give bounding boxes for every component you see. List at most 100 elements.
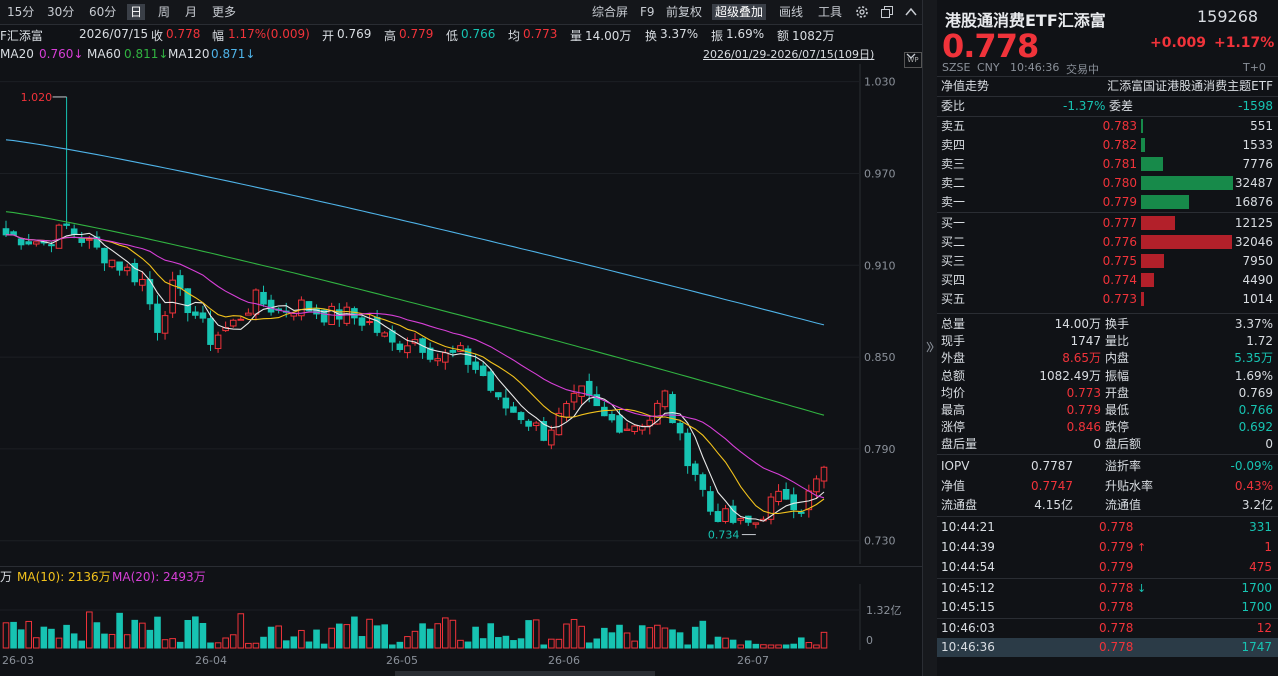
- ask-price[interactable]: 0.781: [1102, 157, 1137, 171]
- volume-bar: [139, 622, 146, 649]
- fund-info-label: 流通盘: [941, 498, 978, 512]
- ask-price[interactable]: 0.782: [1102, 138, 1137, 152]
- ratio-value: -1.37%: [1063, 99, 1106, 113]
- volume-bar: [199, 622, 207, 649]
- stat-label: 最低: [1105, 403, 1130, 417]
- volume-bar: [623, 632, 631, 649]
- period-30min[interactable]: 30分: [47, 5, 75, 19]
- stat-label: 换手: [1105, 317, 1130, 331]
- volume-bar: [540, 644, 548, 649]
- ask-volume-bar: [1141, 157, 1163, 171]
- panel-divider[interactable]: [922, 0, 938, 676]
- bid-price[interactable]: 0.773: [1102, 292, 1137, 306]
- super-overlay-button[interactable]: 超级叠加: [712, 4, 767, 20]
- ask-level-row[interactable]: 卖五 0.783 551: [941, 117, 1273, 136]
- candle-body: [78, 238, 86, 243]
- low-value: 0.766: [461, 27, 496, 41]
- range-label: 幅: [212, 29, 225, 43]
- volume-bar: [176, 641, 184, 649]
- security-short-name: F汇添富: [0, 29, 43, 43]
- period-15min[interactable]: 15分: [7, 5, 35, 19]
- bid-level-row[interactable]: 买三 0.775 7950: [941, 252, 1273, 271]
- tick-price: 0.778: [1099, 581, 1134, 595]
- ask-level-row[interactable]: 卖三 0.781 7776: [941, 155, 1273, 174]
- volume-chart[interactable]: 1.32亿 0: [0, 584, 922, 650]
- period-week[interactable]: 周: [158, 5, 171, 19]
- nav-trend-label[interactable]: 净值走势: [941, 79, 990, 93]
- volume-bar: [93, 622, 101, 649]
- bid-level-row[interactable]: 买五 0.773 1014: [941, 290, 1273, 309]
- horizontal-scrollbar[interactable]: [395, 671, 655, 676]
- gear-icon[interactable]: [854, 4, 870, 20]
- volume-bar: [426, 628, 434, 649]
- period-month[interactable]: 月: [185, 5, 198, 19]
- forward-adjust-button[interactable]: 前复权: [666, 5, 703, 19]
- nav-trend-row[interactable]: 净值走势 汇添富国证港股通消费主题ETF: [941, 77, 1273, 96]
- candle-body: [146, 278, 154, 305]
- ask-level-row[interactable]: 卖四 0.782 1533: [941, 136, 1273, 155]
- volume-bar: [290, 636, 298, 649]
- volume-bar: [2, 622, 10, 649]
- volume-bar: [131, 619, 139, 649]
- volume-bar: [116, 612, 123, 649]
- bid-volume-bar: [1141, 292, 1144, 306]
- stat-value: 14.00万: [1054, 317, 1101, 331]
- ask-price[interactable]: 0.780: [1102, 176, 1137, 190]
- period-60min[interactable]: 60分: [89, 5, 117, 19]
- candle-body: [260, 291, 267, 305]
- volume-bar: [517, 638, 525, 649]
- volume-bar: [548, 638, 555, 649]
- candle-body: [797, 511, 805, 514]
- candle-body: [616, 415, 623, 433]
- bid-level-row[interactable]: 买四 0.774 4490: [941, 271, 1273, 290]
- candle-body: [116, 261, 123, 271]
- stat-label: 盘后额: [1105, 437, 1142, 452]
- bid-level-row[interactable]: 买二 0.776 32046: [941, 233, 1273, 252]
- candle-body: [585, 380, 593, 396]
- tick-volume: 1700: [1241, 600, 1272, 614]
- candle-body: [669, 394, 676, 424]
- bid-price[interactable]: 0.774: [1102, 273, 1137, 287]
- volume-bar: [495, 637, 502, 649]
- candle-body: [351, 308, 358, 319]
- period-day[interactable]: 日: [127, 4, 146, 20]
- candle-body: [813, 478, 820, 493]
- draw-line-button[interactable]: 画线: [779, 5, 804, 19]
- volume-bar: [555, 638, 563, 649]
- ask-volume-bar: [1141, 119, 1143, 133]
- dropdown-arrow-icon[interactable]: [906, 50, 916, 60]
- tick-time: 10:45:15: [941, 600, 995, 614]
- date-range[interactable]: 2026/01/29-2026/07/15(109日): [703, 48, 875, 61]
- bid-level-row[interactable]: 买一 0.777 12125: [941, 214, 1273, 233]
- ask-price[interactable]: 0.779: [1102, 195, 1137, 209]
- tools-button[interactable]: 工具: [818, 5, 843, 19]
- wp-icon[interactable]: WP: [904, 52, 922, 68]
- ask-level-row[interactable]: 卖一 0.779 16876: [941, 193, 1273, 212]
- tick-row: 10:44:54 0.779 475: [937, 558, 1278, 577]
- bid-volume-bar: [1141, 254, 1164, 268]
- f9-button[interactable]: F9: [640, 5, 655, 19]
- candle-body: [623, 428, 631, 431]
- bid-price[interactable]: 0.777: [1102, 216, 1137, 230]
- turnover-value: 3.37%: [660, 27, 699, 41]
- chevron-up-icon[interactable]: [903, 4, 919, 20]
- bid-volume: 12125: [1234, 216, 1273, 230]
- ask-price[interactable]: 0.783: [1102, 119, 1137, 133]
- candle-body: [487, 371, 495, 391]
- ask-level-row[interactable]: 卖二 0.780 32487: [941, 174, 1273, 193]
- y-tick-label: 0.910: [864, 259, 896, 272]
- avg-label: 均: [508, 29, 521, 43]
- volume-bar: [760, 644, 767, 649]
- period-more[interactable]: 更多: [212, 5, 237, 19]
- composite-screen-button[interactable]: 综合屏: [592, 5, 629, 19]
- volume-bar: [154, 616, 161, 649]
- stat-label: 涨停: [941, 420, 966, 435]
- volume-bar: [805, 642, 813, 649]
- volume-bar: [404, 636, 411, 649]
- tick-price: 0.778: [1099, 621, 1134, 635]
- bid-price[interactable]: 0.775: [1102, 254, 1137, 268]
- ma120-line: [5, 139, 825, 326]
- bid-price[interactable]: 0.776: [1102, 235, 1137, 249]
- restore-icon[interactable]: [879, 4, 895, 20]
- candlestick-chart[interactable]: 1.030 0.970 0.910 0.850 0.790 0.730 1.020 0.734: [0, 64, 922, 564]
